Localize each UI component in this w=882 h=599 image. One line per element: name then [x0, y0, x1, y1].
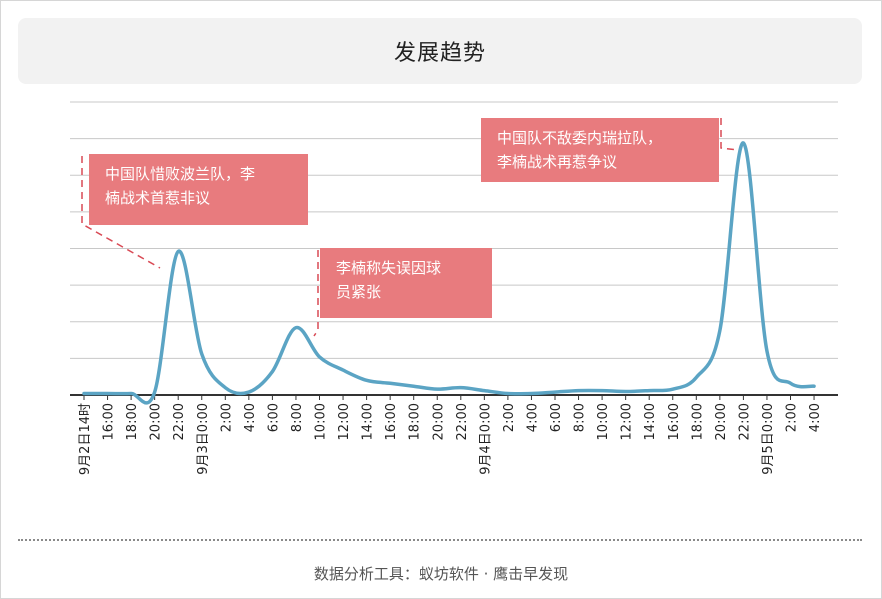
annotation-text: 楠战术首惹非议 [105, 189, 210, 207]
x-tick-label: 20:00 [714, 403, 729, 440]
x-tick-label: 2:00 [502, 403, 517, 432]
x-tick-label: 2:00 [219, 403, 234, 432]
x-tick-label: 22:00 [455, 403, 470, 440]
x-tick-label: 10:00 [314, 403, 329, 440]
x-tick-label: 22:00 [172, 403, 187, 440]
x-tick-label: 22:00 [737, 403, 752, 440]
x-tick-label: 9月3日0:00 [196, 403, 211, 475]
x-tick-label: 9月2日14时 [78, 403, 93, 475]
x-tick-label: 16:00 [102, 403, 117, 440]
x-tick-label: 20:00 [149, 403, 164, 440]
x-tick-label: 14:00 [643, 403, 658, 440]
x-tick-label: 9月5日0:00 [761, 403, 776, 475]
x-tick-label: 12:00 [337, 403, 352, 440]
annotation-text: 中国队不敌委内瑞拉队， [497, 129, 662, 147]
series-line [82, 141, 816, 405]
annotation-text: 中国队惜败波兰队，李 [105, 165, 255, 183]
x-tick-label: 2:00 [785, 403, 800, 432]
x-tick-label: 8:00 [573, 403, 588, 432]
x-tick-label: 18:00 [125, 403, 140, 440]
x-tick-label: 9月4日0:00 [478, 403, 493, 475]
annotation-text: 李楠称失误因球 [336, 259, 441, 277]
x-tick-label: 18:00 [408, 403, 423, 440]
x-tick-label: 4:00 [243, 403, 258, 432]
annotation-box [320, 248, 492, 318]
series-layer [82, 141, 816, 405]
annotation-box [89, 154, 308, 225]
chart-title: 发展趋势 [393, 41, 486, 66]
annotation-3: 中国队不敌委内瑞拉队， 李楠战术再惹争议 [481, 118, 739, 182]
x-tick-label: 14:00 [361, 403, 376, 440]
x-axis: 9月2日14时 16:00 18:00 20:00 22:00 9月3日0:00 2:00 4… [70, 394, 838, 475]
annotation-leader [720, 118, 739, 151]
footer-credit: 数据分析工具：蚁坊软件 · 鹰击早发现 [313, 565, 569, 583]
x-tick-label: 6:00 [549, 403, 564, 432]
annotations: 中国队惜败波兰队，李楠战术首惹非议李楠称失误因球员紧张中国队不敌委内瑞拉队，李楠… [81, 118, 739, 337]
x-tick-label: 18:00 [690, 403, 705, 440]
annotation-leader [313, 250, 319, 337]
x-tick-label: 20:00 [431, 403, 446, 440]
x-tick-label: 4:00 [525, 403, 540, 432]
x-tick-label: 4:00 [808, 403, 823, 432]
annotation-box [481, 118, 719, 182]
x-tick-label: 8:00 [290, 403, 305, 432]
title-bar: 发展趋势 [18, 18, 862, 84]
annotation-text: 李楠战术再惹争议 [497, 153, 617, 171]
x-tick-label: 16:00 [384, 403, 399, 440]
trend-chart: 9月2日14时 16:00 18:00 20:00 22:00 9月3日0:00 2:00 4… [70, 101, 838, 475]
annotation-text: 员紧张 [336, 283, 381, 301]
x-tick-label: 16:00 [667, 403, 682, 440]
x-tick-label: 10:00 [596, 403, 611, 440]
footer-divider [18, 539, 862, 541]
x-tick-label: 6:00 [266, 403, 281, 432]
x-tick-label: 12:00 [620, 403, 635, 440]
